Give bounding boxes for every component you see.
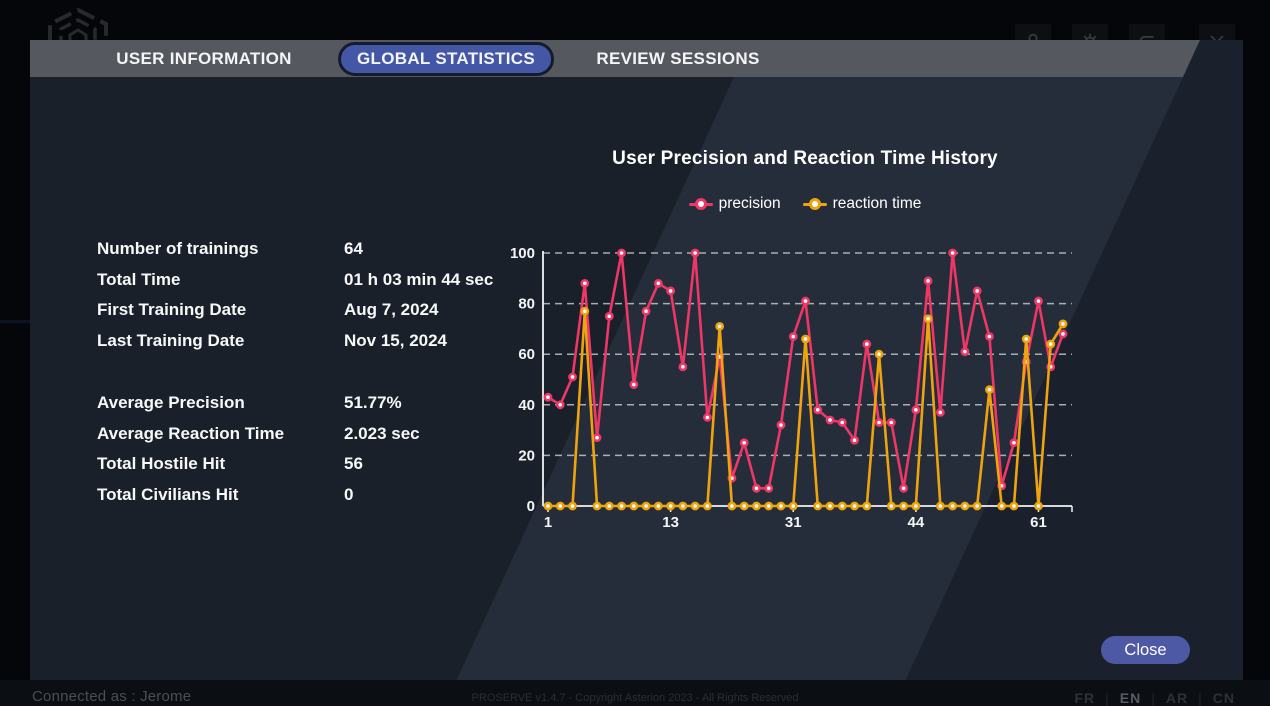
stat-label: Total Time bbox=[97, 269, 181, 289]
svg-text:31: 31 bbox=[785, 514, 802, 531]
stat-label: Last Training Date bbox=[97, 330, 245, 350]
stat-label: Total Civilians Hit bbox=[97, 484, 239, 504]
close-button[interactable]: Close bbox=[1101, 636, 1190, 664]
reaction-time-marker-icon bbox=[802, 198, 827, 210]
svg-text:61: 61 bbox=[1030, 514, 1047, 531]
stat-label: Total Hostile Hit bbox=[97, 454, 226, 474]
stat-label: Average Precision bbox=[97, 393, 245, 413]
svg-text:100: 100 bbox=[510, 245, 535, 262]
stat-label: First Training Date bbox=[97, 300, 247, 320]
stat-row-average-precision: Average Precision 51.77% bbox=[97, 388, 420, 419]
language-switcher: FR | EN | AR | CN bbox=[1074, 690, 1235, 706]
language-option-ar[interactable]: AR bbox=[1165, 690, 1189, 706]
language-separator: | bbox=[1105, 690, 1110, 706]
stat-value: 0 bbox=[344, 484, 354, 504]
svg-text:13: 13 bbox=[662, 514, 679, 531]
chart-title: User Precision and Reaction Time History bbox=[612, 148, 998, 169]
tab-label: REVIEW SESSIONS bbox=[596, 48, 760, 68]
stat-value: 2.023 sec bbox=[344, 423, 420, 443]
tab-label: USER INFORMATION bbox=[116, 48, 292, 68]
stat-value: 51.77% bbox=[344, 393, 402, 413]
tab-user-information[interactable]: USER INFORMATION bbox=[116, 40, 291, 77]
stat-row-average-reaction-time: Average Reaction Time 2.023 sec bbox=[97, 419, 420, 450]
connected-user-status: Connected as : Jerome bbox=[32, 688, 192, 705]
chart-legend: precision reaction time bbox=[505, 195, 1105, 213]
training-summary-stats: Number of trainings 64 Total Time 01 h 0… bbox=[97, 234, 493, 356]
svg-text:60: 60 bbox=[518, 346, 535, 363]
stat-label: Number of trainings bbox=[97, 239, 259, 259]
stat-value: Nov 15, 2024 bbox=[344, 330, 448, 350]
stat-value: 56 bbox=[344, 454, 363, 474]
svg-text:1: 1 bbox=[544, 514, 552, 531]
tab-review-sessions[interactable]: REVIEW SESSIONS bbox=[596, 40, 759, 77]
global-statistics-dialog: USER INFORMATION GLOBAL STATISTICS REVIE… bbox=[30, 40, 1243, 680]
performance-summary-stats: Average Precision 51.77% Average Reactio… bbox=[97, 388, 420, 510]
language-separator: | bbox=[1151, 690, 1156, 706]
stat-row-first-training-date: First Training Date Aug 7, 2024 bbox=[97, 295, 493, 326]
legend-item-precision: precision bbox=[688, 195, 781, 213]
stat-value: 01 h 03 min 44 sec bbox=[344, 269, 494, 289]
language-option-fr[interactable]: FR bbox=[1074, 690, 1096, 706]
stat-row-number-of-trainings: Number of trainings 64 bbox=[97, 234, 493, 265]
svg-text:40: 40 bbox=[518, 397, 535, 414]
language-option-en[interactable]: EN bbox=[1119, 690, 1142, 706]
stat-value: Aug 7, 2024 bbox=[344, 300, 439, 320]
stat-row-total-time: Total Time 01 h 03 min 44 sec bbox=[97, 265, 493, 296]
svg-text:80: 80 bbox=[518, 296, 535, 313]
language-option-cn[interactable]: CN bbox=[1212, 690, 1235, 706]
legend-item-reaction-time: reaction time bbox=[802, 195, 922, 213]
stat-row-total-hostile-hit: Total Hostile Hit 56 bbox=[97, 449, 420, 480]
footer-bar bbox=[0, 680, 1270, 706]
stat-label: Average Reaction Time bbox=[97, 423, 285, 443]
stat-row-last-training-date: Last Training Date Nov 15, 2024 bbox=[97, 326, 493, 357]
precision-marker-icon bbox=[688, 198, 713, 210]
dialog-tab-bar: USER INFORMATION GLOBAL STATISTICS REVIE… bbox=[30, 40, 1243, 77]
svg-text:20: 20 bbox=[518, 447, 535, 464]
copyright-text: PROSERVE v1.4.7 - Copyright Asterion 202… bbox=[471, 692, 799, 704]
tab-label: GLOBAL STATISTICS bbox=[338, 41, 554, 76]
language-separator: | bbox=[1198, 690, 1203, 706]
legend-label: reaction time bbox=[832, 195, 922, 212]
precision-reaction-history-chart: 0 20 40 60 80 100 1 13 31 44 61 bbox=[510, 245, 1073, 531]
stat-value: 64 bbox=[344, 239, 363, 259]
legend-label: precision bbox=[718, 195, 781, 212]
background-divider-line bbox=[0, 320, 30, 323]
svg-text:0: 0 bbox=[527, 498, 535, 515]
tab-global-statistics[interactable]: GLOBAL STATISTICS bbox=[338, 40, 554, 77]
svg-text:44: 44 bbox=[908, 514, 925, 531]
stat-row-total-civilians-hit: Total Civilians Hit 0 bbox=[97, 480, 420, 511]
